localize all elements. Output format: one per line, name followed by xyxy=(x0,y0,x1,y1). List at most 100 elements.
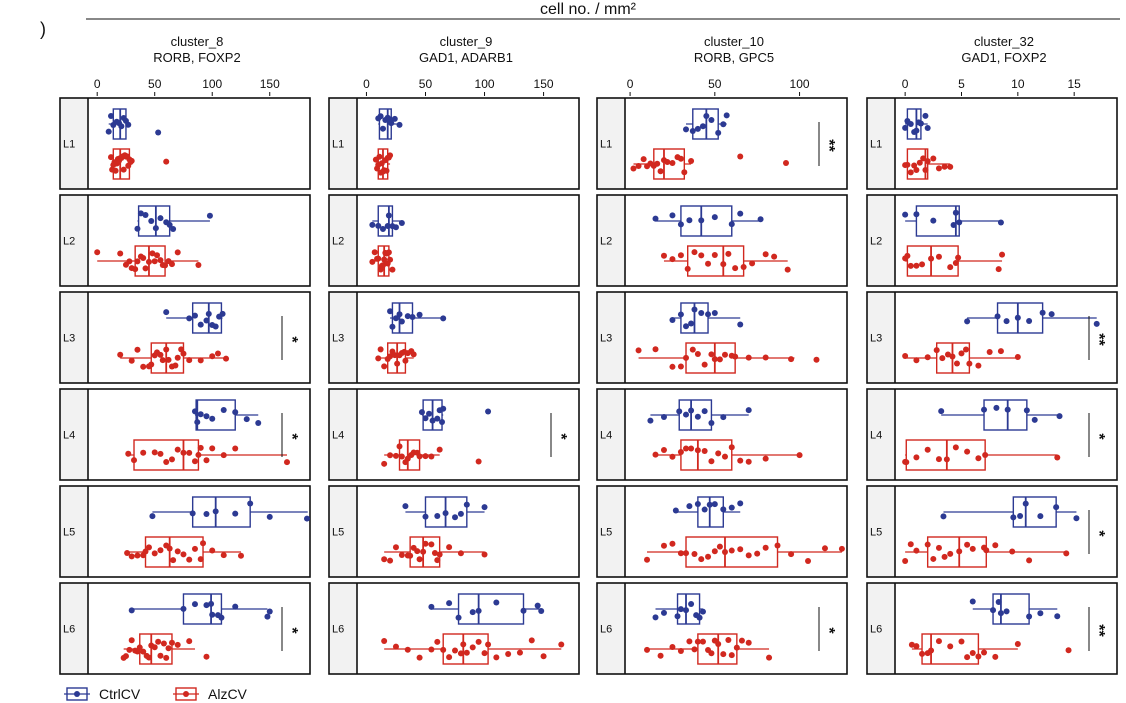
data-point xyxy=(134,225,141,232)
data-point xyxy=(379,225,386,232)
data-point xyxy=(174,354,181,361)
panel-frame xyxy=(596,582,848,675)
data-point xyxy=(644,556,651,563)
data-point xyxy=(140,648,147,655)
layer-label: L5 xyxy=(63,527,75,539)
panel-frame xyxy=(328,194,580,287)
data-point xyxy=(420,548,427,555)
data-point xyxy=(446,600,453,607)
panel-frame xyxy=(866,485,1118,578)
data-point xyxy=(720,261,727,268)
x-tick-label: 15 xyxy=(1067,77,1081,91)
layer-strip xyxy=(60,195,88,286)
data-point xyxy=(715,450,722,457)
data-point xyxy=(947,163,954,170)
box xyxy=(678,399,713,431)
boxplot-alz xyxy=(125,439,290,471)
significance-stars: * xyxy=(820,627,837,634)
data-point xyxy=(689,346,696,353)
data-point xyxy=(922,112,929,119)
data-point xyxy=(446,654,453,661)
data-point xyxy=(944,351,951,358)
data-point xyxy=(145,258,152,265)
data-point xyxy=(721,453,728,460)
data-point xyxy=(691,249,698,256)
data-point xyxy=(538,608,545,615)
data-point xyxy=(391,115,398,122)
data-point xyxy=(708,458,715,465)
data-point xyxy=(688,407,695,414)
data-point xyxy=(1073,515,1080,522)
data-point xyxy=(677,311,684,318)
layer-label: L3 xyxy=(870,333,882,345)
data-point xyxy=(677,155,684,162)
data-point xyxy=(1023,407,1030,414)
cluster-title: cluster_32 xyxy=(974,34,1034,49)
data-point xyxy=(913,262,920,269)
data-point xyxy=(660,542,667,549)
boxplot-ctrl xyxy=(402,496,488,528)
legend-item-AlzCV: AlzCV xyxy=(173,686,248,702)
data-point xyxy=(716,543,723,550)
cluster-markers: RORB, FOXP2 xyxy=(153,50,240,65)
data-point xyxy=(669,363,676,370)
layer-label: L6 xyxy=(870,624,882,636)
data-point xyxy=(708,419,715,426)
data-point xyxy=(128,357,135,364)
significance-marker: ** xyxy=(1088,607,1107,651)
box xyxy=(457,593,525,625)
layer-label: L5 xyxy=(600,527,612,539)
boxplot-ctrl xyxy=(669,302,744,334)
data-point xyxy=(558,641,565,648)
data-point xyxy=(422,415,429,422)
data-point xyxy=(672,507,679,514)
data-point xyxy=(1031,416,1038,423)
data-point xyxy=(398,551,405,558)
data-point xyxy=(485,641,492,648)
legend-item-CtrlCV: CtrlCV xyxy=(64,686,141,702)
data-point xyxy=(990,607,997,614)
data-point xyxy=(725,250,732,257)
data-point xyxy=(151,258,158,265)
data-point xyxy=(705,260,712,267)
data-point xyxy=(163,158,170,165)
data-point xyxy=(1054,613,1061,620)
panel-frame xyxy=(596,97,848,190)
data-point xyxy=(699,608,706,615)
data-point xyxy=(677,363,684,370)
data-point xyxy=(992,542,999,549)
data-point xyxy=(414,548,421,555)
data-point xyxy=(737,153,744,160)
layer-strip xyxy=(329,292,357,383)
data-point xyxy=(699,638,706,645)
data-point xyxy=(966,360,973,367)
data-point xyxy=(701,408,708,415)
data-point xyxy=(134,552,141,559)
data-point xyxy=(660,252,667,259)
data-point xyxy=(200,540,207,547)
data-point xyxy=(669,317,676,324)
layer-label: L6 xyxy=(600,624,612,636)
data-point xyxy=(969,649,976,656)
panel-frame xyxy=(866,97,1118,190)
x-tick-label: 100 xyxy=(790,77,810,91)
layer-panel-L6: L6 xyxy=(328,582,580,675)
data-point xyxy=(947,643,954,650)
data-point xyxy=(152,225,159,232)
data-point xyxy=(283,459,290,466)
data-point xyxy=(992,653,999,660)
data-point xyxy=(782,160,789,167)
data-point xyxy=(689,127,696,134)
data-point xyxy=(902,124,909,131)
data-point xyxy=(436,551,443,558)
data-point xyxy=(128,607,135,614)
data-point xyxy=(952,259,959,266)
legend-dot xyxy=(183,691,189,697)
data-point xyxy=(128,553,135,560)
panel-frame xyxy=(328,97,580,190)
data-point xyxy=(223,355,230,362)
data-point xyxy=(969,598,976,605)
x-tick-label: 50 xyxy=(419,77,433,91)
data-point xyxy=(375,222,382,229)
